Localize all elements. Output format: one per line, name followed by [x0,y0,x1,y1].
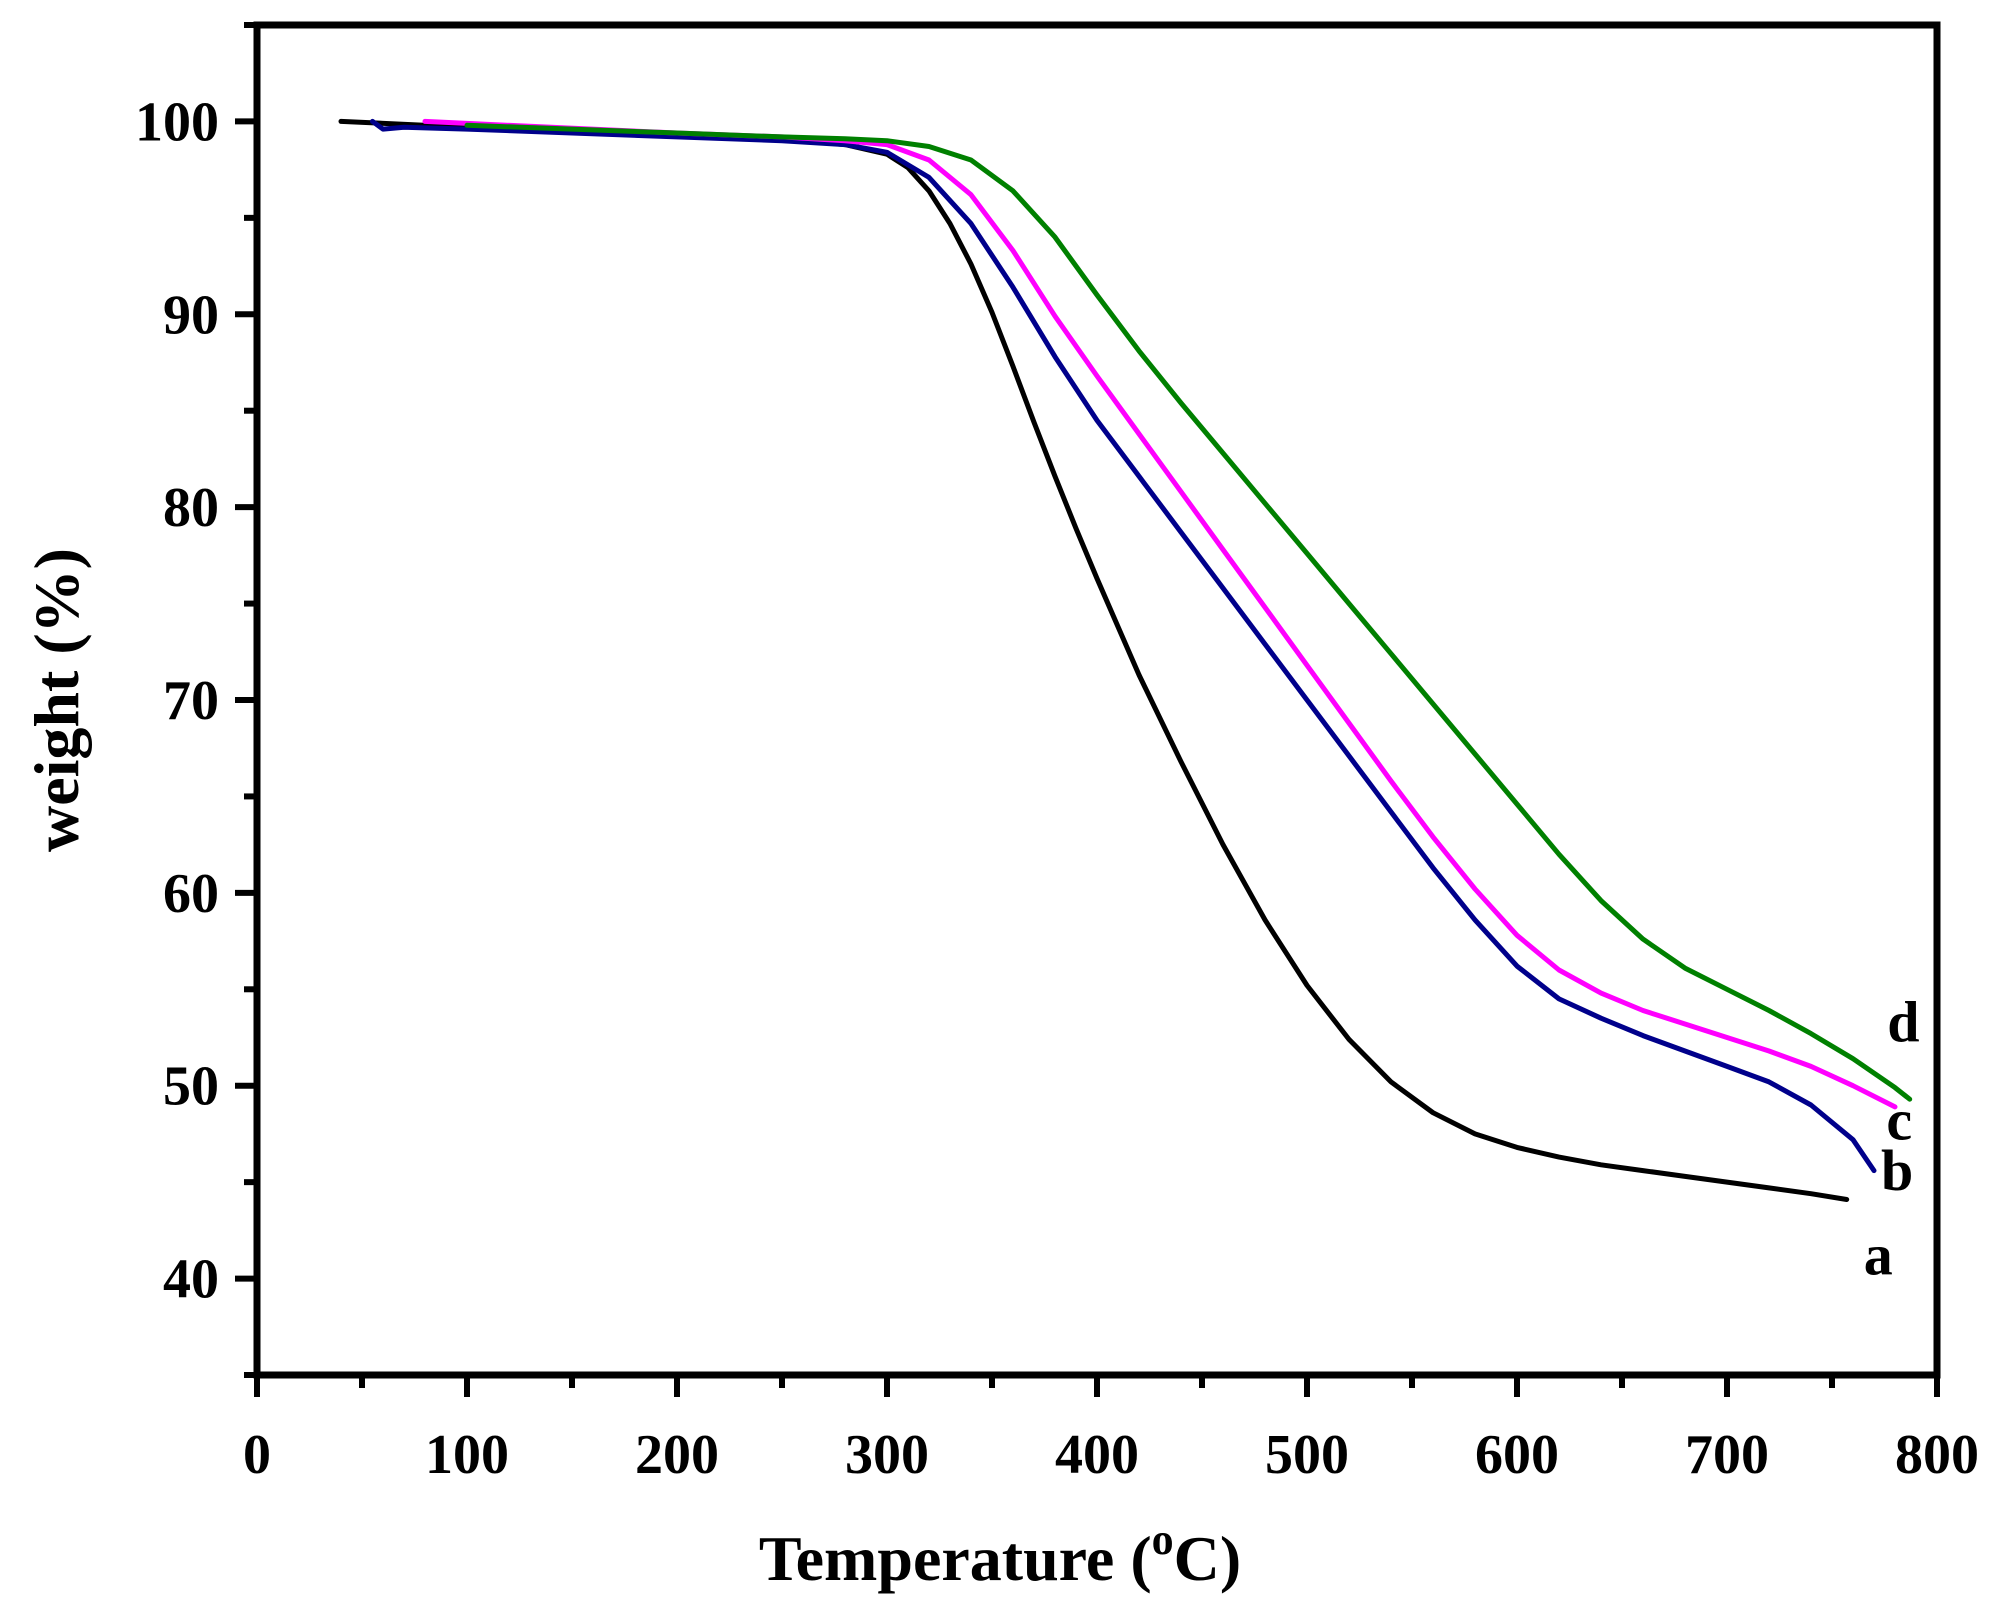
series-line-d [464,122,1913,1102]
y-tick-label: 40 [163,1249,219,1311]
y-tick-label: 80 [163,477,219,539]
x-tick-label: 300 [845,1424,929,1486]
x-tick-label: 600 [1475,1424,1559,1486]
curve-label-b: b [1881,1138,1913,1203]
x-tick-label: 400 [1055,1424,1139,1486]
series-layer [338,118,1913,1202]
series-line-b [370,118,1877,1174]
x-axis-title-superscript: o [1152,1515,1174,1564]
y-axis-title: weight (%) [21,548,92,852]
x-tick-label: 700 [1685,1424,1769,1486]
x-tick-label: 0 [243,1424,271,1486]
y-tick-label: 70 [163,670,219,732]
x-tick-label: 100 [425,1424,509,1486]
curve-label-c: c [1886,1088,1912,1153]
x-tick-label: 200 [635,1424,719,1486]
series-line-a [338,118,1850,1202]
y-axis-ticks: 40 50 60 70 80 90 100 [135,22,257,1378]
y-tick-label: 100 [135,91,219,153]
x-tick-label: 500 [1265,1424,1349,1486]
curve-label-d: d [1887,989,1919,1054]
x-axis-title-text: Temperature ( [759,1523,1152,1594]
curve-label-a: a [1864,1223,1893,1288]
x-axis-ticks: 0 100 200 300 400 500 600 700 800 [243,1375,1979,1486]
x-tick-label: 800 [1895,1424,1979,1486]
series-line-c [422,118,1898,1110]
y-tick-label: 60 [163,863,219,925]
y-tick-label: 50 [163,1056,219,1118]
y-tick-label: 90 [163,284,219,346]
x-axis-title: Temperature (oC) [759,1515,1241,1594]
plot-frame [253,21,1941,1379]
x-axis-title-unit: C) [1174,1523,1242,1594]
